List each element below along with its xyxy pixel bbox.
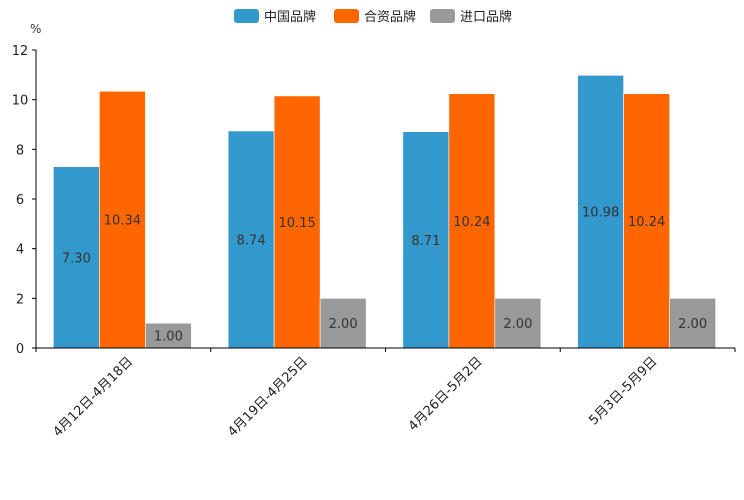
bar (402, 131, 450, 349)
bar-value-label: 10.34 (104, 214, 141, 229)
bar (623, 93, 670, 349)
x-category-label: 4月19日-4月25日 (225, 354, 311, 440)
bar (448, 93, 496, 349)
legend-label: 进口品牌 (460, 9, 512, 25)
bar-value-label: 2.00 (678, 317, 707, 332)
bar-value-label: 2.00 (329, 317, 358, 332)
x-category-label: 4月26日-5月2日 (406, 354, 486, 434)
bar (53, 166, 100, 349)
bar-value-label: 1.00 (154, 330, 183, 345)
x-axis: 4月12日-4月18日 4月19日-4月25日 4月26日-5月2日 5月3日-5月9… (35, 347, 736, 440)
y-tick-label: 12 (12, 44, 29, 59)
y-tick-label: 4 (16, 243, 24, 258)
bar-value-label: 2.00 (503, 317, 532, 332)
bar-value-label: 10.15 (279, 216, 316, 231)
y-tick-label: 0 (16, 342, 24, 357)
bar-value-label: 10.24 (628, 215, 665, 230)
y-tick-label: 2 (16, 292, 24, 307)
legend-label: 中国品牌 (264, 9, 316, 25)
y-tick-label: 6 (16, 193, 24, 208)
bar-value-label: 8.74 (237, 233, 266, 248)
bar (669, 298, 716, 349)
legend-swatch (430, 9, 455, 23)
bar-value-label: 8.71 (411, 234, 440, 249)
x-category-label: 4月12日-4月18日 (50, 354, 136, 440)
bar-value-label: 7.30 (62, 251, 91, 266)
y-axis-unit-label: % (30, 22, 41, 36)
legend-swatch (334, 9, 359, 23)
bar (273, 95, 321, 349)
bar-value-label: 10.98 (582, 206, 619, 221)
y-tick-label: 10 (12, 94, 29, 109)
bar (99, 90, 146, 349)
y-tick-label: 8 (16, 143, 24, 158)
bar-value-label: 10.24 (453, 215, 490, 230)
legend-swatch (234, 9, 259, 23)
legend-label: 合资品牌 (364, 9, 416, 25)
y-axis: % 0 2 4 6 8 10 12 (12, 22, 42, 357)
bar (319, 298, 367, 349)
x-category-label: 5月3日-5月9日 (586, 354, 660, 428)
bar (145, 322, 192, 349)
legend: 中国品牌 合资品牌 进口品牌 (234, 9, 512, 25)
bars: 7.30 10.34 1.00 8.74 10.15 2.00 8.71 10.24 2.00 1… (53, 75, 716, 349)
